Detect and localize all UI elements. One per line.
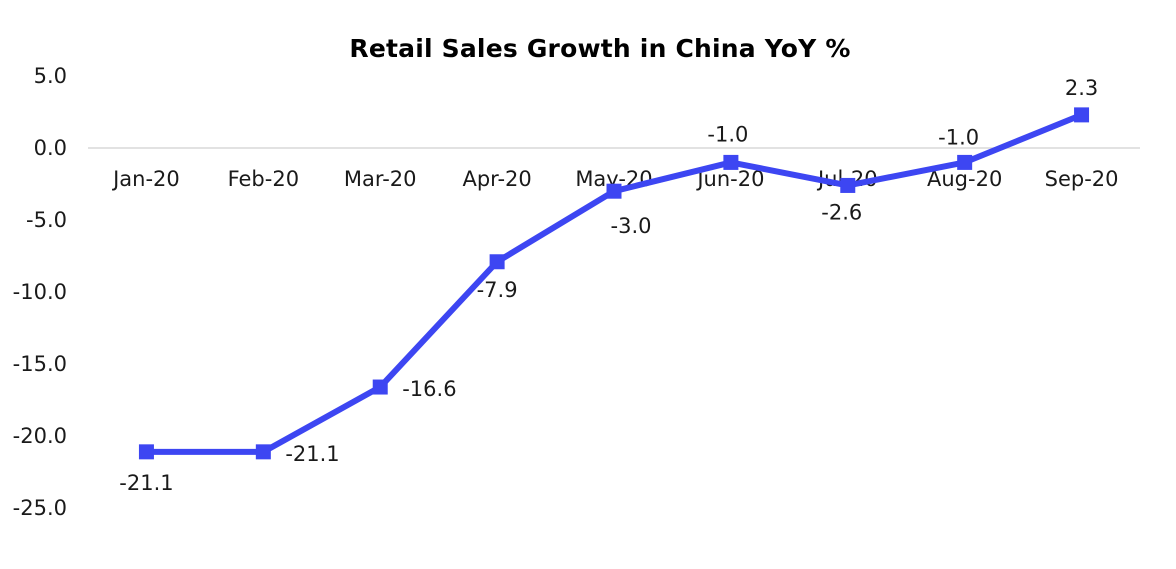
data-label: -1.0: [707, 122, 748, 146]
series-group: [138, 107, 1090, 460]
data-label: -16.6: [402, 377, 456, 401]
y-axis: 5.0 0.0 -5.0 -10.0 -15.0 -20.0 -25.0: [13, 64, 67, 520]
data-label: -21.1: [119, 471, 173, 495]
y-tick-label: -25.0: [13, 496, 67, 520]
series-line: [143, 111, 1085, 455]
data-point-marker: [489, 254, 505, 270]
data-label: -7.9: [477, 278, 518, 302]
data-point-marker: [1074, 107, 1090, 123]
x-category-label: Mar-20: [344, 167, 417, 191]
data-label: 2.3: [1065, 76, 1098, 100]
x-category-label: Sep-20: [1045, 167, 1119, 191]
y-tick-label: 0.0: [34, 136, 67, 160]
x-category-label: Apr-20: [462, 167, 531, 191]
data-label: -21.1: [285, 442, 339, 466]
data-label: -1.0: [938, 125, 979, 149]
x-category-label: Aug-20: [927, 167, 1002, 191]
chart-title: Retail Sales Growth in China YoY %: [349, 34, 851, 63]
data-point-marker: [840, 177, 856, 193]
y-tick-label: -15.0: [13, 352, 67, 376]
x-category-label: Feb-20: [228, 167, 299, 191]
data-label: -2.6: [821, 200, 862, 224]
y-tick-label: -5.0: [26, 208, 67, 232]
data-labels: -21.1 -21.1 -16.6 -7.9 -3.0 -1.0 -2.6 -1.0 2.3: [119, 76, 1098, 495]
data-point-marker: [138, 444, 154, 460]
data-point-marker: [255, 444, 271, 460]
y-tick-label: 5.0: [34, 64, 67, 88]
data-point-marker: [606, 183, 622, 199]
data-point-marker: [957, 154, 973, 170]
x-category-label: Jan-20: [111, 167, 180, 191]
data-label: -3.0: [611, 214, 652, 238]
y-tick-label: -20.0: [13, 424, 67, 448]
y-tick-label: -10.0: [13, 280, 67, 304]
data-point-marker: [723, 154, 739, 170]
data-point-marker: [372, 379, 388, 395]
